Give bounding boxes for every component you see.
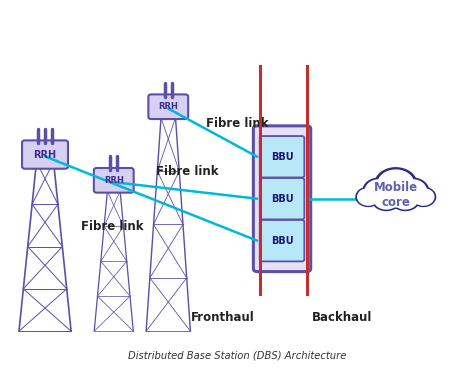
Circle shape <box>365 180 393 201</box>
FancyBboxPatch shape <box>94 168 134 193</box>
FancyBboxPatch shape <box>148 95 188 119</box>
Circle shape <box>396 178 428 203</box>
Circle shape <box>413 189 434 205</box>
FancyBboxPatch shape <box>253 126 311 272</box>
Text: Fibre link: Fibre link <box>81 220 143 233</box>
FancyBboxPatch shape <box>260 178 304 219</box>
FancyBboxPatch shape <box>260 136 304 177</box>
Text: BBU: BBU <box>271 152 293 162</box>
Circle shape <box>358 189 379 205</box>
Circle shape <box>374 190 399 209</box>
Circle shape <box>372 188 401 210</box>
Circle shape <box>383 188 409 208</box>
Circle shape <box>363 178 395 203</box>
Text: Mobile
core: Mobile core <box>374 181 418 209</box>
Circle shape <box>399 180 426 201</box>
Text: Distributed Base Station (DBS) Architecture: Distributed Base Station (DBS) Architect… <box>128 351 346 361</box>
Circle shape <box>393 190 418 209</box>
Circle shape <box>356 187 381 206</box>
Circle shape <box>378 170 414 198</box>
Text: RRH: RRH <box>34 149 56 160</box>
FancyBboxPatch shape <box>260 220 304 261</box>
Text: Fibre link: Fibre link <box>156 164 219 178</box>
Text: RRH: RRH <box>158 102 178 111</box>
Text: RRH: RRH <box>104 176 124 185</box>
Text: Fibre link: Fibre link <box>206 117 269 130</box>
Text: Backhaul: Backhaul <box>312 311 372 324</box>
Text: BBU: BBU <box>271 236 293 246</box>
Text: Fronthaul: Fronthaul <box>191 311 255 324</box>
Circle shape <box>411 187 436 206</box>
FancyBboxPatch shape <box>22 141 68 169</box>
Circle shape <box>375 168 417 200</box>
Circle shape <box>391 188 419 210</box>
Text: BBU: BBU <box>271 194 293 204</box>
Circle shape <box>384 189 407 207</box>
